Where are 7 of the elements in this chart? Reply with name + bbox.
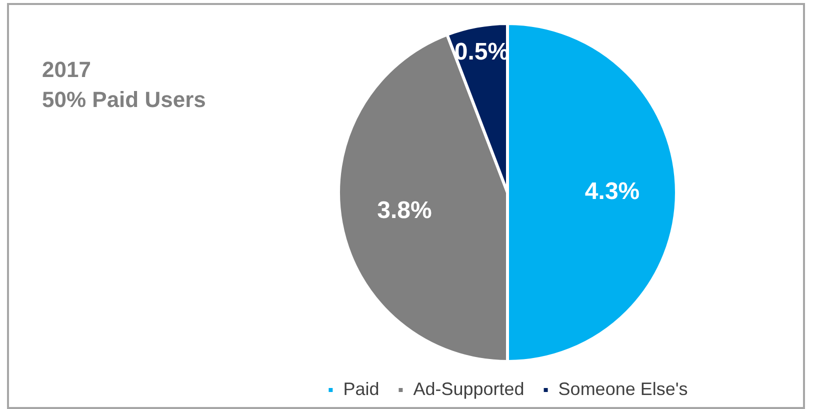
text: 2017 — [42, 56, 92, 84]
data-label: 3.8% — [377, 197, 432, 224]
legend-label: Someone Else's — [558, 378, 688, 399]
text: 50% Paid Users — [42, 86, 206, 114]
legend-label: Ad-Supported — [413, 378, 524, 399]
data-label: 4.3% — [584, 178, 640, 206]
legend-label: Paid — [343, 378, 380, 399]
